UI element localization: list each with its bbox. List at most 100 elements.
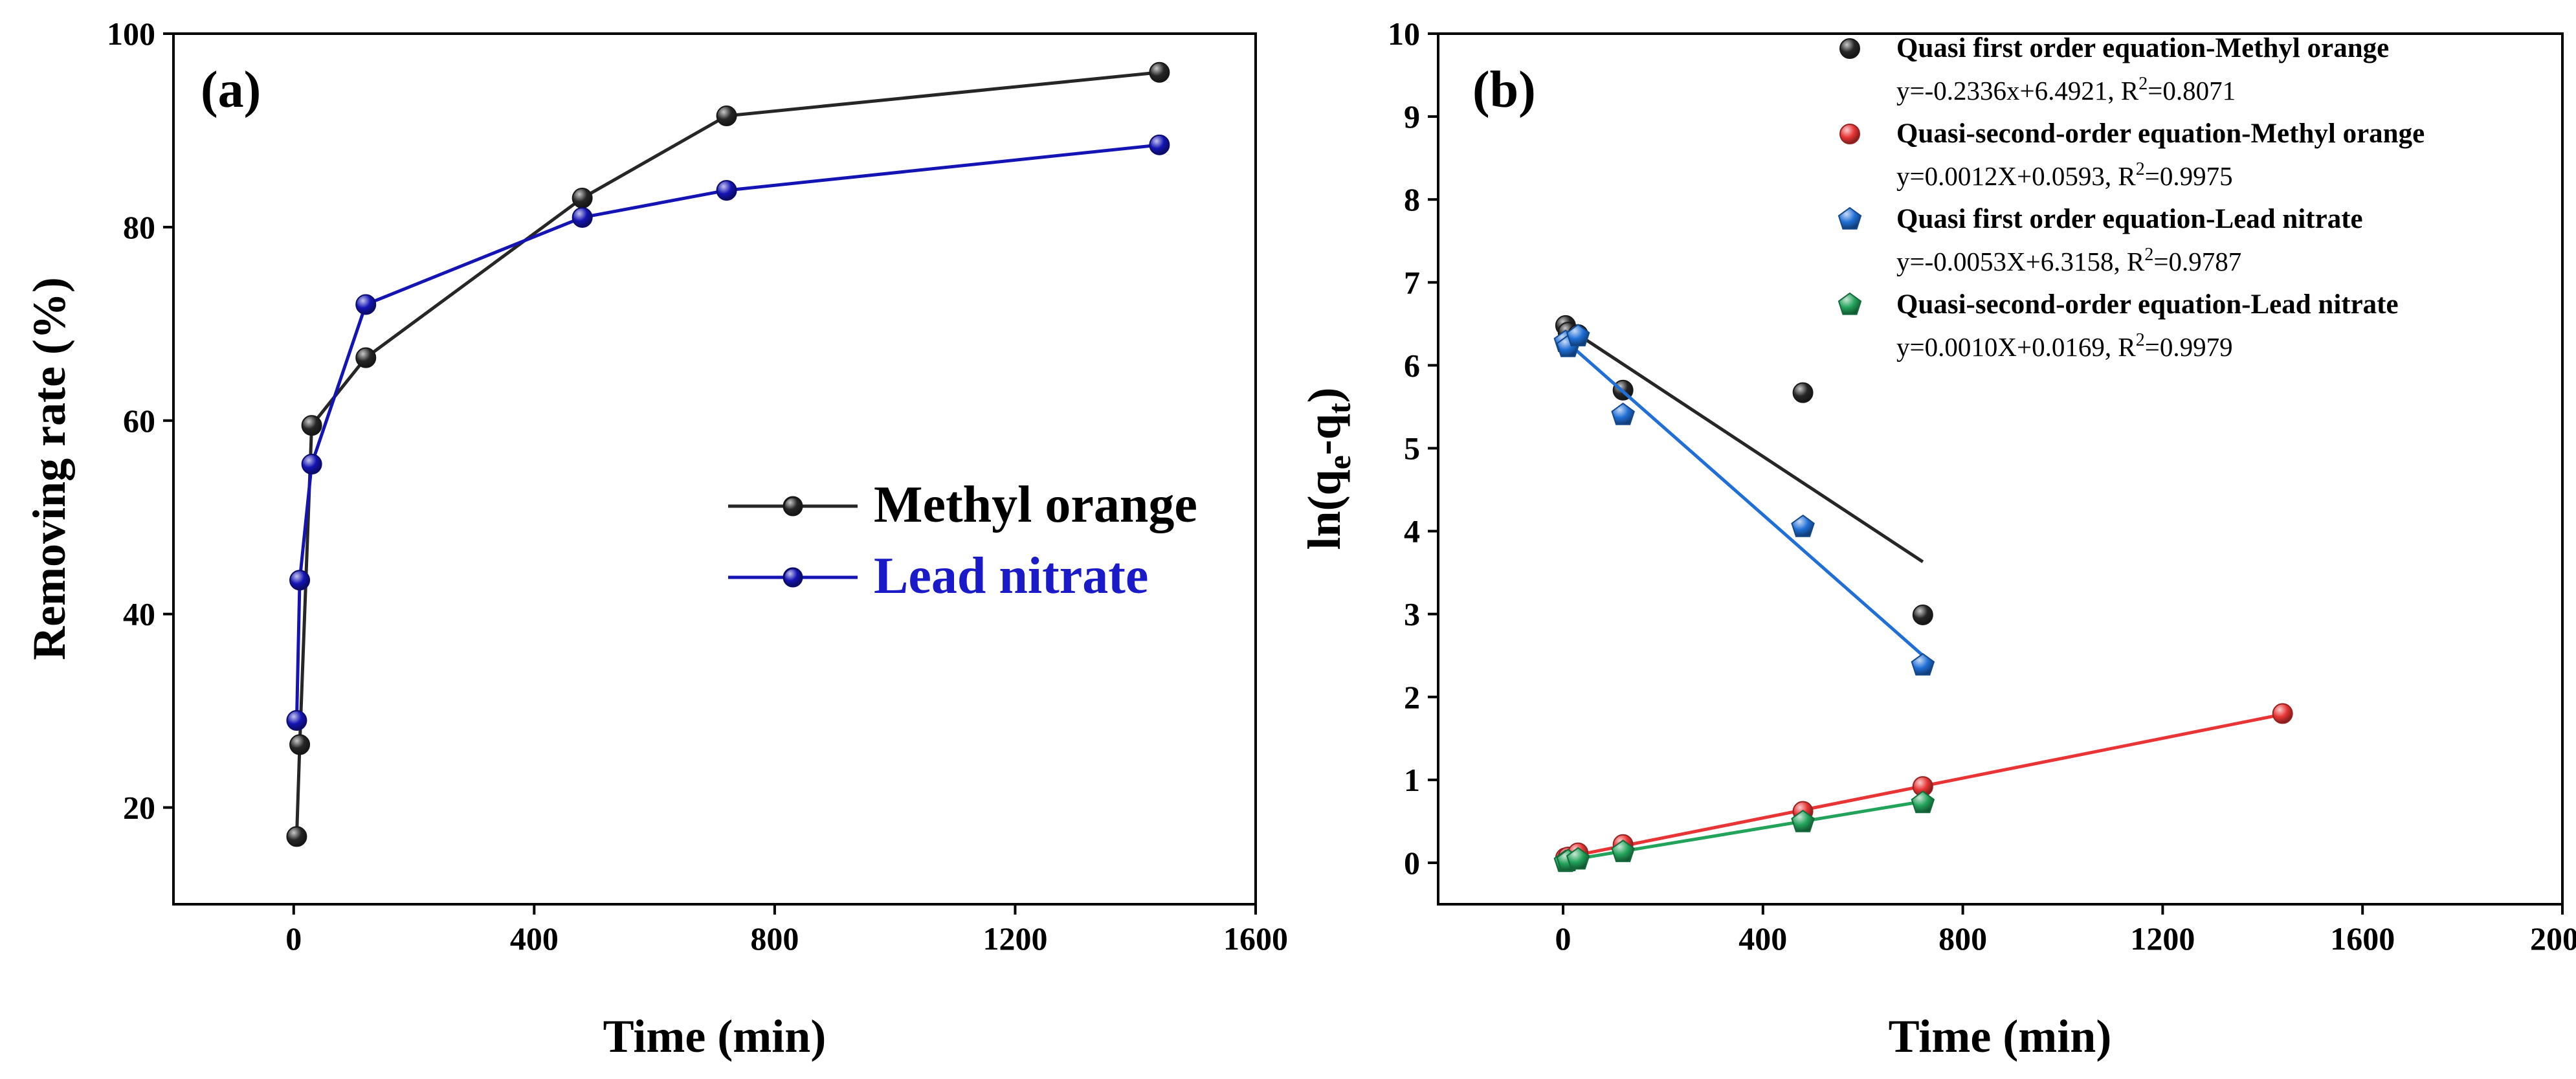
equation-r-value: =0.9787 (2153, 247, 2241, 276)
y-title-part-1: ln(q (1298, 469, 1350, 550)
y-tick-label: 20 (123, 790, 155, 826)
equation-r-value: =0.9979 (2145, 332, 2233, 362)
legend-label-quasi-second-order-equation-lead-nitrate: Quasi-second-order equation-Lead nitrate (1896, 289, 2399, 320)
panel-a-plot-frame (172, 32, 1257, 906)
equation-superscript: 2 (2138, 74, 2148, 94)
y-tick-label: 0 (1404, 845, 1420, 881)
y-tick-label: 4 (1404, 513, 1420, 550)
x-tick-label: 1600 (1223, 920, 1288, 957)
panel-b-legend: Quasi first order equation-Methyl orange… (1838, 33, 2425, 362)
legend-equation-quasi-second-order-equation-lead-nitrate: y=0.0010X+0.0169, R2=0.9979 (1896, 330, 2233, 362)
legend-marker-quasi-first-order-equation-methyl-orange (1839, 38, 1860, 59)
legend-label-quasi-first-order-equation-lead-nitrate: Quasi first order equation-Lead nitrate (1896, 204, 2363, 234)
data-point-quasi-second-order-equation-lead-nitrate (1566, 847, 1590, 870)
equation-superscript: 2 (2144, 245, 2153, 265)
data-point-quasi-second-order-equation-methyl-orange (2272, 703, 2293, 724)
data-point-quasi-first-order-equation-lead-nitrate (1566, 324, 1590, 347)
data-point-quasi-second-order-equation-lead-nitrate (1911, 790, 1935, 814)
legend-equation-quasi-first-order-equation-methyl-orange: y=-0.2336x+6.4921, R2=0.8071 (1896, 74, 2236, 106)
panel-a-legend: Methyl orange Lead nitrate (728, 476, 1197, 605)
panel-a-removing-rate-chart: 0 400 800 1200 1600 20 40 60 80 100 (a) Time (min… (23, 16, 1288, 1062)
data-point-methyl-orange (355, 347, 377, 368)
panel-a-y-axis-title: Removing rate (%) (23, 277, 75, 660)
x-tick-label: 1200 (2130, 920, 2195, 957)
x-tick-label: 400 (1738, 920, 1787, 957)
y-tick-label: 100 (107, 16, 155, 52)
equation-r-value: =0.9975 (2145, 161, 2233, 191)
x-tick-label: 400 (510, 920, 559, 957)
x-tick-label: 800 (1938, 920, 1987, 957)
data-point-quasi-second-order-equation-lead-nitrate (1791, 809, 1815, 832)
x-tick-label: 800 (750, 920, 799, 957)
y-tick-label: 9 (1404, 98, 1420, 135)
y-tick-label: 1 (1404, 762, 1420, 798)
data-point-quasi-second-order-equation-lead-nitrate (1611, 840, 1635, 862)
panel-b-label: (b) (1472, 61, 1536, 118)
legend-label-quasi-first-order-equation-methyl-orange: Quasi first order equation-Methyl orange (1896, 33, 2389, 63)
y-tick-label: 5 (1404, 430, 1420, 466)
legend-label-lead-nitrate: Lead nitrate (874, 548, 1148, 605)
y-tick-label: 3 (1404, 596, 1420, 632)
data-point-methyl-orange (716, 106, 737, 127)
data-point-methyl-orange (289, 734, 311, 755)
equation-superscript: 2 (2136, 330, 2145, 350)
data-point-lead-nitrate (716, 180, 737, 201)
y-title-part-3: ) (1298, 388, 1350, 403)
x-tick-label: 0 (1555, 920, 1571, 957)
equation-text: y=0.0010X+0.0169, R (1896, 332, 2136, 362)
y-title-part-2: -q (1298, 414, 1350, 455)
y-tick-label: 60 (123, 403, 155, 439)
data-point-quasi-first-order-equation-lead-nitrate (1911, 652, 1935, 676)
data-point-lead-nitrate (301, 454, 322, 475)
y-tick-label: 80 (123, 209, 155, 245)
data-point-quasi-first-order-equation-methyl-orange (1912, 604, 1933, 625)
legend-marker-methyl-orange (783, 496, 803, 517)
x-tick-label: 1600 (2330, 920, 2395, 957)
data-point-quasi-first-order-equation-lead-nitrate (1791, 514, 1815, 537)
y-tick-label: 2 (1404, 679, 1420, 715)
panel-b-x-axis-title: Time (min) (1889, 1010, 2112, 1062)
data-point-lead-nitrate (572, 206, 593, 228)
legend-equation-quasi-first-order-equation-lead-nitrate: y=-0.0053X+6.3158, R2=0.9787 (1896, 245, 2241, 276)
equation-text: y=0.0012X+0.0593, R (1896, 161, 2136, 191)
legend-marker-lead-nitrate (783, 567, 803, 588)
legend-marker-quasi-second-order-equation-methyl-orange (1839, 124, 1860, 144)
equation-r-value: =0.8071 (2148, 76, 2236, 106)
panel-a-axis-ticks: 0 400 800 1200 1600 20 40 60 80 100 (107, 16, 1288, 957)
equation-superscript: 2 (2136, 159, 2145, 179)
data-point-lead-nitrate (289, 570, 311, 591)
data-point-methyl-orange (286, 826, 307, 847)
data-point-lead-nitrate (1149, 134, 1170, 155)
x-tick-label: 1200 (983, 920, 1047, 957)
data-point-methyl-orange (572, 188, 593, 209)
legend-label-quasi-second-order-equation-methyl-orange: Quasi-second-order equation-Methyl orang… (1896, 118, 2425, 149)
y-tick-label: 8 (1404, 181, 1420, 217)
y-tick-label: 6 (1404, 347, 1420, 383)
panel-b-y-axis-title: ln(qe-qt) (1298, 388, 1357, 550)
y-title-sub-e: e (1321, 455, 1357, 469)
data-point-methyl-orange (1149, 61, 1170, 83)
data-point-lead-nitrate (286, 710, 307, 731)
data-point-methyl-orange (301, 415, 322, 436)
panel-b-plot-frame (1437, 32, 2564, 906)
equation-text: y=-0.2336x+6.4921, R (1896, 76, 2139, 106)
panel-a-x-axis-title: Time (min) (603, 1010, 827, 1062)
y-tick-label: 40 (123, 596, 155, 632)
data-point-quasi-first-order-equation-methyl-orange (1792, 382, 1814, 403)
y-tick-label: 10 (1388, 16, 1420, 52)
legend-marker-quasi-second-order-equation-lead-nitrate (1838, 292, 1862, 315)
fit-line-quasi-first-order-equation-methyl-orange (1562, 323, 1924, 564)
legend-marker-quasi-first-order-equation-lead-nitrate (1838, 206, 1862, 230)
data-point-quasi-first-order-equation-lead-nitrate (1611, 402, 1635, 425)
data-point-lead-nitrate (355, 294, 377, 315)
panel-a-label: (a) (201, 61, 261, 118)
panel-b-series (1553, 315, 2293, 873)
legend-label-methyl-orange: Methyl orange (874, 476, 1197, 533)
x-tick-label: 0 (285, 920, 302, 957)
panel-a-series (286, 61, 1170, 847)
legend-equation-quasi-second-order-equation-methyl-orange: y=0.0012X+0.0593, R2=0.9975 (1896, 159, 2233, 191)
